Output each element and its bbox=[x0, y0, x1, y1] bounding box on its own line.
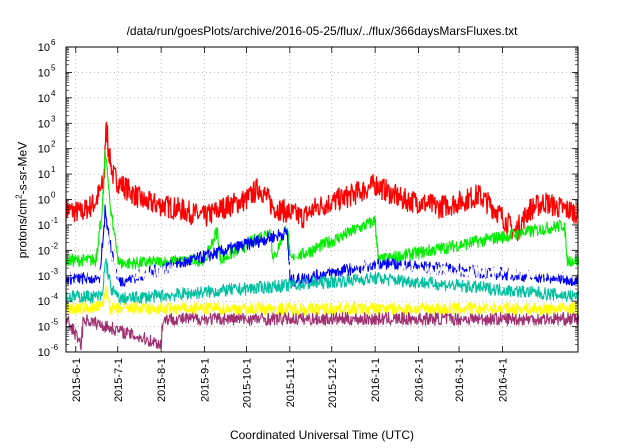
x-tick-label: 2016-2-1 bbox=[414, 358, 426, 402]
y-tick-label: 10 bbox=[38, 322, 50, 334]
series-line-6 bbox=[65, 285, 580, 316]
x-tick-label: 2015-8-1 bbox=[156, 358, 168, 402]
series-line-2 bbox=[65, 149, 580, 271]
y-tick-exponent: -2 bbox=[51, 241, 59, 250]
series-line-4 bbox=[65, 230, 580, 280]
y-tick-label: 10 bbox=[38, 195, 50, 207]
y-tick-label: 10 bbox=[38, 169, 50, 181]
x-tick-label: 2015-10-1 bbox=[241, 358, 253, 408]
y-tick-label: 10 bbox=[38, 118, 50, 130]
y-tick-label: 10 bbox=[38, 93, 50, 105]
plot-frame bbox=[65, 46, 579, 353]
series-line-7 bbox=[65, 312, 580, 351]
y-tick-exponent: 5 bbox=[51, 63, 56, 72]
y-tick-label: 10 bbox=[38, 67, 50, 79]
y-tick-exponent: -4 bbox=[51, 292, 59, 301]
x-tick-label: 2015-6-1 bbox=[71, 358, 83, 402]
series-line-1 bbox=[65, 121, 580, 242]
series-line-5 bbox=[65, 258, 580, 306]
chart-title: /data/run/goesPlots/archive/2016-05-25/f… bbox=[126, 24, 518, 38]
y-tick-exponent: -1 bbox=[51, 216, 59, 225]
y-tick-label: 10 bbox=[38, 220, 50, 232]
y-tick-exponent: -3 bbox=[51, 267, 59, 276]
y-tick-exponent: 1 bbox=[51, 165, 56, 174]
y-tick-exponent: -5 bbox=[51, 318, 59, 327]
y-tick-exponent: -6 bbox=[51, 343, 59, 352]
y-tick-exponent: 3 bbox=[51, 114, 56, 123]
y-tick-label: 10 bbox=[38, 42, 50, 54]
y-tick-label: 10 bbox=[38, 245, 50, 257]
x-axis-label: Coordinated Universal Time (UTC) bbox=[229, 428, 415, 442]
x-tick-label: 2015-9-1 bbox=[199, 358, 211, 402]
y-tick-label: 10 bbox=[38, 296, 50, 308]
x-tick-label: 2015-11-1 bbox=[285, 358, 297, 407]
x-tick-label: 2015-7-1 bbox=[113, 358, 125, 402]
series-group bbox=[65, 121, 580, 351]
y-tick-exponent: 6 bbox=[51, 38, 56, 47]
x-tick-label: 2016-1-1 bbox=[370, 358, 382, 402]
y-tick-label: 10 bbox=[38, 271, 50, 283]
axes: 10 -610 -510 -410 -310 -210 -110 010 110 210 310 41… bbox=[38, 38, 579, 408]
y-tick-label: 10 bbox=[38, 347, 50, 359]
x-tick-label: 2016-3-1 bbox=[454, 358, 466, 402]
y-tick-label: 10 bbox=[38, 144, 50, 156]
x-tick-label: 2015-12-1 bbox=[327, 358, 339, 408]
y-tick-exponent: 4 bbox=[51, 89, 56, 98]
y-tick-exponent: 0 bbox=[51, 191, 56, 200]
x-tick-label: 2016-4-1 bbox=[497, 358, 509, 402]
y-tick-exponent: 2 bbox=[51, 140, 56, 149]
